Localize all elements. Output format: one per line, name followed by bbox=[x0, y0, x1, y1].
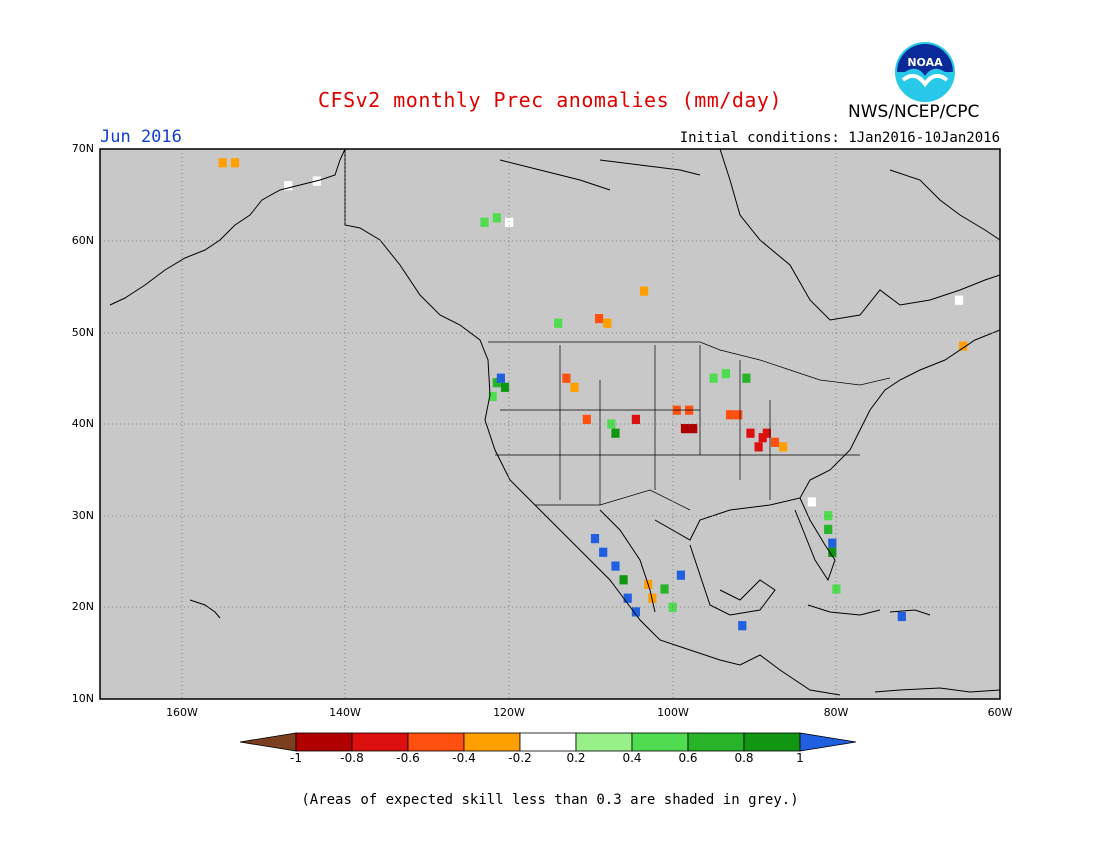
anomaly-cell bbox=[611, 428, 620, 438]
anomaly-cell bbox=[676, 570, 685, 580]
lon-label-100w: 100W bbox=[657, 706, 689, 719]
colorbar-label-02: 0.2 bbox=[566, 751, 586, 765]
anomaly-cell bbox=[758, 433, 767, 443]
forecast-month: Jun 2016 bbox=[100, 127, 182, 147]
anomaly-cell bbox=[505, 217, 514, 227]
anomaly-cell bbox=[623, 593, 632, 603]
anomaly-cell bbox=[599, 547, 608, 557]
anomaly-cell bbox=[590, 534, 600, 544]
anomaly-cell bbox=[619, 575, 628, 585]
map-title: CFSv2 monthly Prec anomalies (mm/day) bbox=[317, 88, 783, 112]
anomaly-cell bbox=[480, 217, 489, 227]
anomaly-cell bbox=[607, 419, 616, 429]
colorbar-label-neg06: -0.6 bbox=[396, 751, 420, 765]
anomaly-cell bbox=[725, 410, 735, 420]
anomaly-cell bbox=[554, 318, 563, 328]
anomaly-cell bbox=[660, 584, 669, 594]
lat-label-40n: 40N bbox=[71, 417, 94, 430]
noaa-logo-text: NOAA bbox=[907, 56, 943, 69]
anomaly-cell bbox=[284, 181, 293, 191]
anomaly-cell bbox=[807, 497, 816, 507]
anomaly-cell bbox=[500, 382, 510, 392]
anomaly-cell bbox=[721, 369, 730, 379]
anomaly-cell bbox=[640, 286, 649, 296]
colorbar-swatch bbox=[463, 732, 521, 752]
colorbar-label-neg04: -0.4 bbox=[452, 751, 476, 765]
map-background bbox=[100, 149, 1000, 699]
anomaly-cell bbox=[680, 424, 690, 434]
colorbar-swatch bbox=[407, 732, 465, 752]
anomaly-cell bbox=[496, 373, 505, 383]
colorbar-swatch bbox=[519, 732, 577, 752]
agency-label: NWS/NCEP/CPC bbox=[848, 102, 980, 122]
anomaly-cell bbox=[897, 611, 906, 622]
colorbar-label-08: 0.8 bbox=[734, 751, 754, 765]
colorbar-label-04: 0.4 bbox=[622, 751, 642, 765]
colorbar-swatch bbox=[351, 732, 409, 752]
anomaly-cell bbox=[832, 584, 841, 594]
lon-label-160w: 160W bbox=[166, 706, 198, 719]
anomaly-cell bbox=[492, 213, 501, 223]
lon-label-60w: 60W bbox=[987, 706, 1013, 719]
initial-conditions: Initial conditions: 1Jan2016-10Jan2016 bbox=[679, 130, 1000, 146]
colorbar-label-1: 1 bbox=[796, 751, 804, 765]
lon-label-120w: 120W bbox=[493, 706, 525, 719]
state-borders bbox=[488, 341, 891, 511]
anomaly-cell bbox=[611, 561, 620, 571]
lon-label-80w: 80W bbox=[823, 706, 849, 719]
lat-label-20n: 20N bbox=[71, 600, 94, 613]
anomaly-cell bbox=[770, 437, 780, 447]
colorbar-swatch bbox=[295, 732, 353, 752]
lat-label-60n: 60N bbox=[71, 234, 94, 247]
colorbar-label-06: 0.6 bbox=[678, 751, 698, 765]
anomaly-cell bbox=[746, 428, 755, 438]
anomaly-cell bbox=[218, 158, 227, 168]
skill-footnote: (Areas of expected skill less than 0.3 a… bbox=[301, 792, 799, 808]
anomaly-cell bbox=[631, 414, 640, 424]
anomaly-cell bbox=[709, 373, 718, 383]
lat-label-70n: 70N bbox=[71, 142, 94, 155]
anomaly-cell bbox=[738, 621, 747, 631]
lat-label-10n: 10N bbox=[71, 692, 94, 705]
map-frame bbox=[99, 148, 1001, 700]
colorbar-label-neg08: -0.8 bbox=[340, 751, 364, 765]
anomaly-cell bbox=[488, 391, 497, 402]
anomaly-cell bbox=[754, 442, 763, 452]
anomaly-cell bbox=[779, 442, 788, 452]
anomaly-cell bbox=[959, 341, 968, 351]
colorbar-label-neg02: -0.2 bbox=[508, 751, 532, 765]
colorbar-label-neg1: -1 bbox=[290, 751, 302, 765]
anomaly-cell bbox=[595, 314, 604, 324]
anomaly-cell bbox=[955, 295, 964, 305]
colorbar bbox=[239, 732, 857, 752]
anomaly-cell bbox=[828, 547, 837, 557]
colorbar-swatch bbox=[743, 732, 801, 752]
anomaly-cell bbox=[230, 158, 240, 168]
colorbar-swatch bbox=[687, 732, 745, 752]
colorbar-swatch bbox=[631, 732, 689, 752]
anomaly-cell bbox=[570, 382, 579, 392]
anomaly-cell bbox=[734, 410, 743, 420]
anomaly-cell bbox=[742, 373, 751, 383]
colorbar-swatch bbox=[239, 732, 297, 752]
anomaly-cell bbox=[762, 428, 771, 438]
lat-label-50n: 50N bbox=[71, 326, 94, 339]
anomaly-cell bbox=[824, 524, 833, 534]
anomaly-cell bbox=[828, 538, 837, 548]
lat-label-30n: 30N bbox=[71, 509, 94, 522]
noaa-logo: NOAA bbox=[895, 42, 955, 102]
lon-label-140w: 140W bbox=[329, 706, 361, 719]
anomaly-cell bbox=[603, 318, 612, 328]
anomaly-cell bbox=[631, 607, 640, 617]
anomaly-cell bbox=[562, 373, 571, 383]
colorbar-swatch bbox=[799, 732, 857, 752]
anomaly-cell bbox=[582, 414, 591, 424]
coastlines bbox=[109, 149, 1000, 696]
anomaly-cell bbox=[689, 424, 698, 434]
colorbar-swatch bbox=[575, 732, 633, 752]
